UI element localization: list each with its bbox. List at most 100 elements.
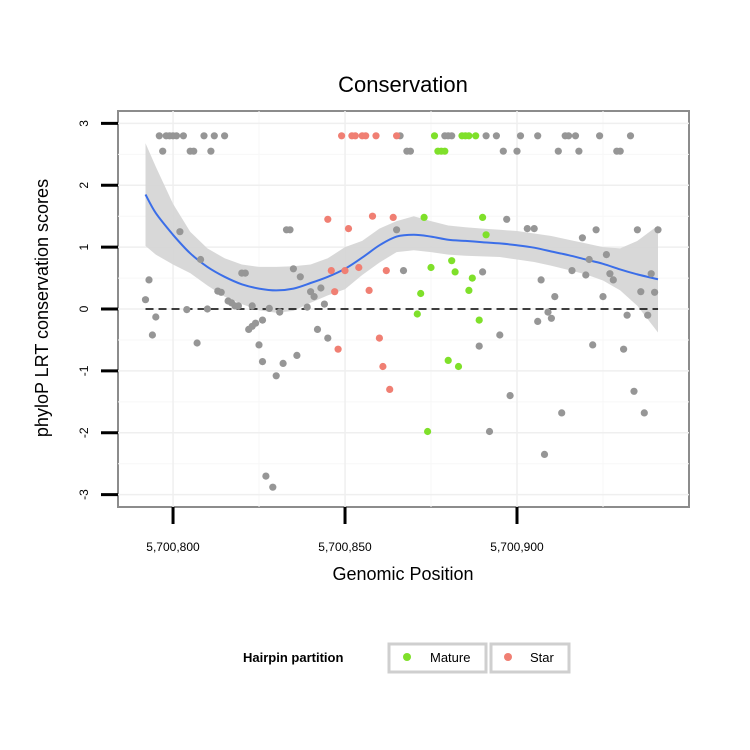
- data-point-other: [558, 409, 566, 417]
- data-point-other: [155, 132, 163, 140]
- data-point-mature: [479, 213, 487, 221]
- data-point-other: [148, 331, 156, 339]
- data-point-star: [393, 132, 401, 140]
- data-point-mature: [451, 268, 459, 276]
- data-point-star: [331, 288, 339, 296]
- data-point-star: [368, 212, 377, 220]
- data-point-other: [200, 132, 208, 140]
- x-axis-title: Genomic Position: [332, 564, 473, 584]
- data-point-other: [551, 293, 559, 301]
- data-point-mature: [441, 147, 449, 155]
- data-point-mature: [468, 274, 476, 282]
- data-point-other: [296, 273, 304, 281]
- data-point-mature: [420, 213, 428, 221]
- data-point-other: [596, 132, 604, 140]
- data-point-other: [303, 303, 311, 311]
- data-point-star: [341, 267, 349, 275]
- data-point-other: [286, 226, 294, 234]
- data-point-mature: [465, 132, 473, 140]
- data-point-other: [320, 300, 328, 308]
- data-point-other: [479, 268, 487, 276]
- data-point-other: [183, 306, 191, 314]
- data-point-other: [207, 147, 215, 155]
- data-point-star: [386, 385, 394, 393]
- data-point-other: [485, 427, 494, 436]
- data-point-other: [179, 132, 187, 140]
- data-point-other: [616, 147, 624, 155]
- data-point-star: [382, 267, 390, 275]
- data-point-star: [389, 213, 397, 221]
- data-point-other: [606, 270, 614, 278]
- data-point-other: [503, 215, 511, 223]
- data-point-other: [534, 132, 542, 140]
- data-point-other: [210, 132, 218, 140]
- data-point-other: [592, 226, 600, 234]
- data-point-mature: [413, 310, 421, 318]
- data-point-other: [313, 325, 322, 333]
- data-point-other: [506, 392, 514, 400]
- y-tick-label: -1: [77, 365, 91, 376]
- data-point-mature: [417, 289, 425, 298]
- data-point-mature: [465, 286, 473, 294]
- data-point-other: [554, 147, 562, 155]
- data-point-other: [585, 255, 593, 264]
- data-point-other: [633, 226, 642, 234]
- data-point-mature: [427, 263, 435, 272]
- data-point-other: [637, 288, 645, 296]
- data-point-other: [252, 319, 260, 327]
- data-point-other: [651, 288, 659, 296]
- data-point-mature: [472, 132, 480, 140]
- x-axis: 5,700,800 5,700,850 5,700,900: [146, 507, 544, 554]
- data-point-other: [523, 225, 531, 233]
- y-tick-label: 2: [77, 182, 91, 189]
- y-tick-label: 0: [77, 305, 91, 312]
- data-point-other: [272, 372, 280, 380]
- data-point-other: [578, 234, 587, 242]
- data-point-other: [568, 267, 576, 275]
- data-point-mature: [430, 132, 439, 140]
- data-point-other: [475, 342, 483, 350]
- data-point-other: [276, 308, 284, 316]
- data-point-star: [372, 132, 380, 140]
- data-point-other: [599, 293, 607, 301]
- legend-dot-mature: [403, 653, 411, 661]
- data-point-other: [654, 226, 662, 234]
- data-point-other: [516, 132, 525, 140]
- data-point-star: [327, 267, 335, 275]
- data-point-mature: [482, 231, 490, 239]
- data-point-other: [571, 132, 580, 140]
- data-point-star: [365, 286, 373, 294]
- data-point-other: [197, 255, 205, 264]
- data-point-other: [255, 341, 263, 349]
- data-point-other: [623, 311, 631, 319]
- x-tick-label: 5,700,800: [146, 540, 200, 554]
- data-points: [141, 132, 662, 491]
- legend-title: Hairpin partition: [243, 650, 343, 665]
- data-point-star: [355, 263, 363, 272]
- y-tick-label: 3: [77, 120, 91, 127]
- data-point-other: [630, 387, 638, 395]
- data-point-star: [344, 225, 353, 233]
- data-point-other: [640, 409, 648, 417]
- data-point-other: [609, 276, 617, 284]
- data-point-other: [492, 132, 500, 140]
- data-point-other: [172, 132, 181, 140]
- data-point-other: [540, 450, 549, 458]
- data-point-star: [362, 132, 370, 140]
- chart-title: Conservation: [338, 72, 468, 97]
- confidence-band: [145, 143, 658, 333]
- data-point-other: [647, 270, 655, 278]
- y-tick-label: -3: [77, 489, 91, 500]
- legend-label-star: Star: [530, 650, 555, 665]
- data-point-other: [626, 132, 635, 140]
- smooth-line: [144, 194, 659, 292]
- data-point-other: [289, 265, 297, 273]
- data-point-other: [248, 302, 256, 310]
- confidence-band-area: [145, 143, 658, 333]
- data-point-other: [575, 147, 583, 155]
- data-point-other: [258, 316, 267, 324]
- data-point-other: [159, 147, 167, 155]
- data-point-mature: [424, 427, 432, 436]
- data-point-other: [565, 132, 573, 140]
